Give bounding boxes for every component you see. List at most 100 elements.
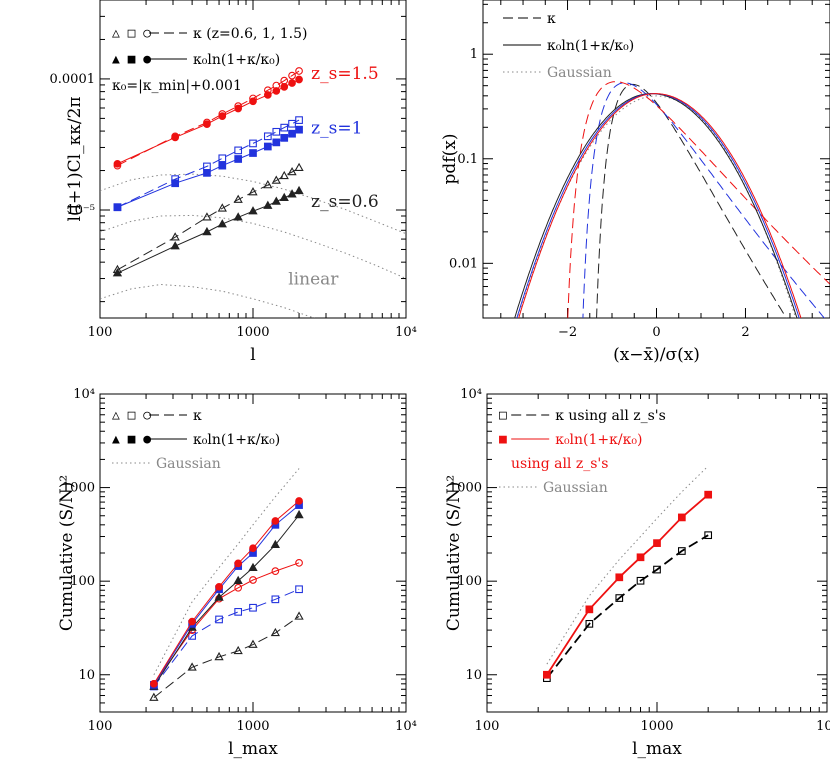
x-axis-label: l_max: [632, 739, 682, 759]
data-point: [636, 576, 645, 585]
data-point: [295, 116, 303, 124]
y-axis-label: Cumulative (S/N)²: [444, 475, 464, 631]
data-point: [280, 123, 289, 132]
y-tick-label: 10⁻⁵: [66, 203, 95, 218]
data-point: [113, 159, 122, 168]
y-tick-label: 10: [465, 668, 482, 683]
x-tick-label: 0: [652, 325, 660, 340]
data-point: [149, 692, 159, 701]
legend-markers: △ □ ○: [112, 26, 151, 41]
y-tick-label: 10⁴: [73, 387, 95, 402]
data-point: [288, 119, 296, 128]
annotation: z_s=0.6: [311, 192, 378, 212]
data-point: [263, 142, 272, 151]
data-point: [263, 200, 273, 209]
legend-label: using all z_s's: [511, 456, 608, 472]
data-point: [280, 134, 289, 142]
data-point: [217, 203, 227, 212]
legend-markers: □: [499, 408, 507, 423]
legend-label: κ: [193, 408, 202, 424]
data-point: [704, 531, 713, 540]
data-point: [295, 67, 303, 75]
x-tick-label: 10⁴: [816, 719, 830, 734]
legend-markers: ■: [499, 432, 507, 447]
y-tick-label: 10⁴: [460, 387, 482, 402]
data-point: [272, 127, 281, 136]
annotation: linear: [288, 270, 339, 290]
data-point: [248, 187, 258, 196]
x-tick-label: 100: [475, 719, 500, 734]
y-tick-label: 1000: [62, 481, 95, 496]
legend-label: κ₀ln(1+κ/κ₀): [193, 432, 280, 448]
data-point: [113, 203, 122, 212]
x-tick-label: 2: [741, 325, 749, 340]
legend-label: Gaussian: [543, 480, 608, 496]
y-axis-label: pdf(x): [440, 134, 460, 185]
data-point: [234, 104, 243, 113]
data-point: [615, 573, 624, 582]
data-point: [249, 576, 257, 584]
data-point: [112, 268, 123, 277]
data-point: [203, 120, 211, 128]
data-point: [294, 611, 304, 620]
panel-bottom-left-axes: 100 1000 10⁴ 10 100 1000 10⁴ l_max Cumulative (S…: [57, 387, 417, 759]
data-point: [704, 490, 713, 499]
data-point: [249, 139, 257, 148]
data-point: [233, 212, 243, 221]
data-point: [287, 166, 297, 176]
data-point: [270, 627, 280, 637]
data-point: [249, 149, 257, 157]
data-point: [170, 232, 180, 241]
data-point: [585, 619, 594, 628]
legend-label: κ₀ln(1+κ/κ₀): [193, 52, 280, 68]
data-point: [171, 133, 180, 142]
data-point: [295, 558, 303, 567]
data-point: [295, 585, 303, 594]
y-tick-label: 10: [78, 668, 95, 683]
y-tick-label: 0.0001: [50, 72, 96, 87]
data-point: [295, 497, 303, 505]
annotation: z_s=1.5: [311, 64, 378, 84]
panel-top-left-axes: 100 1000 10⁴ 10⁻⁵ 0.0001 l l(l+1)Cl_κκ/2π: [50, 0, 417, 365]
series-line: [117, 119, 300, 208]
y-tick-label: 0.01: [449, 256, 478, 271]
data-point: [234, 559, 243, 568]
series-line: [117, 167, 300, 271]
data-point: [280, 82, 289, 91]
data-point: [233, 645, 243, 655]
y-axis-label: Cumulative (S/N)²: [57, 475, 77, 631]
data-point: [271, 196, 281, 205]
x-axis-label: l_max: [228, 739, 278, 759]
data-point: [249, 544, 257, 553]
data-point: [615, 594, 624, 602]
data-point: [218, 112, 227, 120]
data-point: [279, 192, 289, 202]
data-point: [653, 539, 661, 547]
y-axis-label: l(l+1)Cl_κκ/2π: [65, 96, 85, 221]
x-tick-label: 100: [88, 719, 113, 734]
legend-label: κ₀ln(1+κ/κ₀): [555, 432, 642, 448]
y-tick-label: 1000: [449, 481, 482, 496]
y-tick-label: 100: [70, 574, 95, 589]
data-point: [272, 138, 281, 147]
data-point: [217, 219, 227, 228]
data-point: [218, 161, 227, 170]
data-point: [234, 608, 243, 616]
panel-top-right-data: [514, 81, 830, 318]
data-point: [202, 212, 212, 221]
data-point: [295, 75, 303, 84]
data-point: [263, 91, 272, 99]
data-point: [543, 670, 551, 679]
legend-markers: ▲ ■ ●: [112, 432, 151, 447]
data-point: [677, 547, 686, 555]
legend-markers: △ □ ○: [112, 408, 151, 423]
series-line: [546, 534, 709, 679]
data-point: [234, 155, 243, 163]
data-point: [677, 513, 686, 522]
x-tick-label: 1000: [640, 719, 673, 734]
data-point: [288, 79, 296, 87]
data-point: [585, 605, 594, 614]
data-point: [263, 180, 273, 189]
legend-label: Gaussian: [156, 456, 221, 472]
x-axis-label: l: [250, 345, 255, 365]
